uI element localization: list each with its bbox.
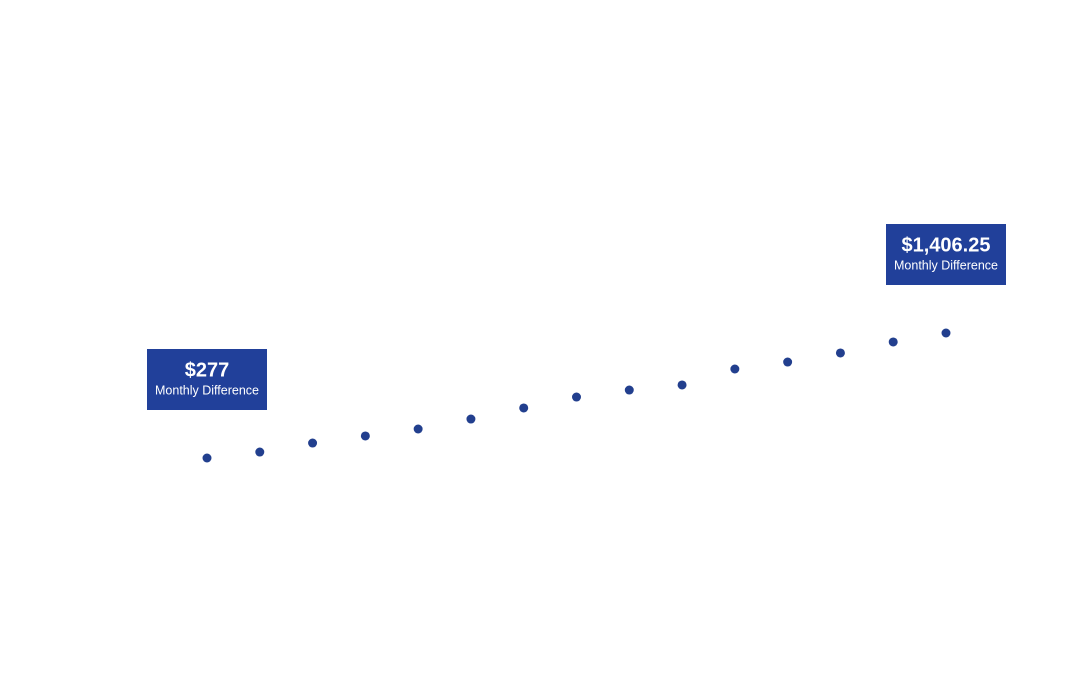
annotation-value: $277 — [185, 359, 230, 381]
data-point — [624, 385, 634, 395]
annotation-note: Monthly Difference — [155, 383, 259, 397]
data-point — [572, 392, 581, 402]
data-point — [360, 431, 370, 441]
annotation-box — [886, 224, 1006, 285]
data-point — [466, 414, 476, 424]
data-point — [677, 380, 687, 390]
data-point — [255, 447, 265, 457]
annotation-value: $1,406.25 — [902, 234, 991, 256]
data-point — [413, 424, 423, 434]
data-point — [308, 438, 318, 448]
data-point — [730, 364, 740, 374]
annotation-note: Monthly Difference — [894, 258, 998, 272]
data-point — [202, 453, 212, 463]
data-point — [835, 348, 845, 358]
data-point — [519, 403, 529, 413]
data-point — [941, 328, 951, 338]
data-point — [888, 337, 898, 347]
data-point — [783, 357, 793, 367]
annotation-box — [147, 349, 267, 410]
